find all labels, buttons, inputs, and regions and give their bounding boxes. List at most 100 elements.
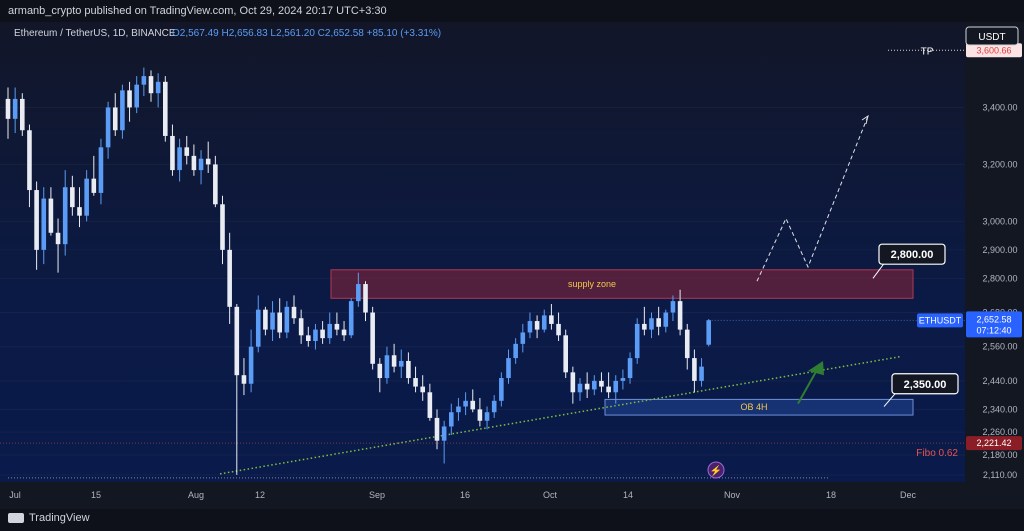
chart-area[interactable]: supply zone OB 4H Fibo 0.62 TP 2,800.00 2,35… (0, 22, 1024, 509)
axes: 2,110.00 2,180.00 2,260.00 2,340.00 2,440.00… (9, 43, 1022, 500)
tp-price-label: 3,600.66 (976, 45, 1011, 55)
order-block-box (604, 398, 914, 416)
price-tick-label: 2,180.00 (982, 450, 1017, 460)
time-tick-label: 18 (826, 490, 836, 500)
candle-body (184, 147, 190, 156)
candle-body (541, 315, 547, 330)
tradingview-logo[interactable]: TradingView (8, 512, 90, 524)
price-chart[interactable]: supply zone OB 4H Fibo 0.62 TP 2,800.00 2,35… (0, 22, 1024, 509)
candle-body (677, 301, 683, 330)
price-tick-label: 2,440.00 (982, 376, 1017, 386)
candle-body (599, 380, 604, 387)
candle-body (98, 147, 104, 193)
candle-body (170, 135, 175, 171)
price-tick-label: 3,200.00 (982, 159, 1017, 169)
candle-body (220, 204, 225, 250)
ohlc-line: O2,567.49 H2,656.83 L2,561.20 C2,652.58 … (172, 28, 441, 39)
candle-body (20, 98, 25, 131)
tv-logo-icon (8, 513, 24, 523)
candle-body (234, 306, 240, 376)
candle-body (55, 232, 61, 245)
price-tick-label: 3,000.00 (982, 216, 1017, 226)
candle-body (348, 301, 354, 336)
candle-body (12, 98, 18, 119)
currency-button[interactable] (965, 26, 1019, 46)
last-price-tag (966, 311, 1022, 338)
overlays: Fibo 0.62 TP 2,800.00 2,350.00 ETHUSDT (708, 46, 965, 459)
fibo-price-label: 2,221.42 (976, 438, 1011, 448)
candle-body (456, 406, 461, 413)
candle-body (77, 207, 82, 216)
callout-box (878, 243, 946, 265)
footer-bar: TradingView (0, 509, 1024, 531)
bounce-arrow-head (808, 360, 824, 376)
candle-body (549, 315, 554, 324)
candle-body (62, 187, 68, 245)
candle-body (592, 380, 597, 390)
candle-body (584, 383, 590, 390)
candle-body (570, 372, 576, 393)
candle-body (27, 130, 32, 191)
time-tick-label: 14 (623, 490, 633, 500)
candle-body (384, 355, 390, 379)
candles (5, 67, 711, 475)
time-tick-label: 15 (91, 490, 101, 500)
candle-body (520, 332, 526, 344)
order-block-label: OB 4H (740, 402, 767, 412)
candle-body (642, 323, 647, 330)
symbol-tag-label: ETHUSDT (919, 315, 962, 325)
publisher-text: armanb_crypto published on TradingView.c… (8, 5, 387, 17)
candle-body (663, 312, 669, 327)
candle-body (263, 309, 268, 330)
candle-body (163, 81, 168, 136)
time-tick-label: Sep (369, 490, 385, 500)
bounce-arrow-shaft (797, 367, 819, 405)
candle-body (227, 249, 232, 307)
candle-body (470, 400, 476, 410)
candle-body (363, 284, 368, 313)
time-tick-label: 12 (255, 490, 265, 500)
candle-body (291, 306, 297, 319)
candle-body (341, 329, 347, 336)
candle-body (84, 178, 89, 216)
candle-body (620, 378, 626, 381)
candle-body (477, 409, 483, 421)
candle-body (148, 76, 154, 94)
candle-body (120, 90, 125, 131)
candle-body (356, 284, 361, 302)
candle-body (706, 320, 711, 345)
candle-body (427, 392, 433, 418)
candle-body (298, 318, 304, 336)
event-icon[interactable] (707, 461, 725, 479)
time-axis-panel (0, 482, 965, 509)
time-tick-label: Aug (188, 490, 204, 500)
candle-body (213, 164, 218, 205)
time-tick-label: Oct (543, 490, 558, 500)
candle-body (191, 155, 197, 171)
zones: supply zone OB 4H (0, 269, 965, 479)
candle-body (334, 323, 340, 330)
candle-body (463, 400, 468, 407)
candle-body (556, 323, 561, 336)
candle-body (205, 158, 211, 165)
callout-box (891, 373, 959, 395)
countdown-label: 07:12:40 (976, 325, 1011, 335)
candle-body (527, 321, 533, 333)
tp-label: TP (921, 46, 934, 57)
candle-body (284, 306, 290, 333)
projection-arrowhead (861, 114, 869, 125)
candle-body (134, 84, 139, 108)
candle-body (141, 76, 147, 85)
candle-body (320, 329, 325, 339)
price-tick-label: 2,800.00 (982, 273, 1017, 283)
candle-body (155, 81, 161, 94)
supply-zone-box (330, 269, 914, 299)
trend-line (219, 355, 901, 475)
candle-body (484, 412, 490, 421)
candle-body (563, 335, 568, 373)
price-tick-label: 2,340.00 (982, 404, 1017, 414)
candle-body (606, 386, 611, 393)
candle-body (34, 190, 39, 250)
last-price-label: 2,652.58 (976, 314, 1011, 324)
candle-body (48, 198, 54, 233)
